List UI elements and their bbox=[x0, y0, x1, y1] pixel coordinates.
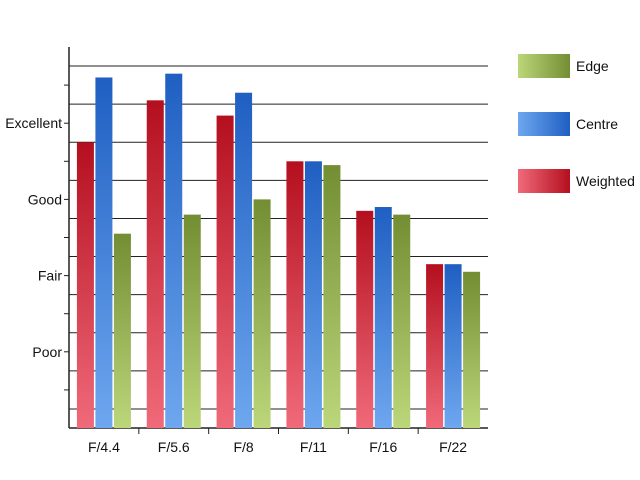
bar-centre-f-11 bbox=[304, 161, 322, 429]
bar-weighted-f-11 bbox=[286, 161, 304, 429]
bar-centre-f-8 bbox=[235, 92, 253, 428]
tick-labels: Poor Fair Good Excellent F/4.4 F/5.6 F/8 F/11 F/… bbox=[5, 115, 467, 455]
bar-weighted-f-16 bbox=[356, 210, 374, 428]
y-tick-label-poor: Poor bbox=[32, 344, 62, 360]
legend: Edge Centre Weighted bbox=[518, 54, 635, 193]
bar-weighted-f-4-4 bbox=[76, 142, 94, 428]
legend-label-centre: Centre bbox=[576, 116, 618, 132]
bar-centre-f-16 bbox=[374, 207, 392, 428]
bar-centre-f-4-4 bbox=[95, 77, 113, 428]
bar-edge-f-8 bbox=[253, 199, 271, 428]
bar-edge-f-22 bbox=[463, 271, 481, 428]
bar-edge-f-11 bbox=[323, 165, 341, 429]
bar-centre-f-5-6 bbox=[165, 73, 183, 429]
legend-swatch-edge bbox=[518, 54, 570, 78]
bars bbox=[76, 73, 481, 429]
legend-swatch-centre bbox=[518, 112, 570, 136]
x-tick-label-f-11: F/11 bbox=[300, 439, 327, 455]
grid-lines bbox=[69, 65, 488, 410]
legend-label-edge: Edge bbox=[576, 58, 609, 74]
x-tick-label-f-16: F/16 bbox=[369, 439, 397, 455]
axes bbox=[64, 47, 488, 434]
bar-edge-f-4-4 bbox=[113, 233, 131, 428]
y-tick-label-fair: Fair bbox=[38, 268, 62, 284]
x-tick-label-f-5-6: F/5.6 bbox=[158, 439, 190, 455]
y-tick-label-excellent: Excellent bbox=[5, 115, 62, 131]
bar-edge-f-5-6 bbox=[183, 214, 201, 428]
legend-label-weighted: Weighted bbox=[576, 173, 635, 189]
bar-edge-f-16 bbox=[393, 214, 411, 428]
bar-centre-f-22 bbox=[444, 264, 462, 428]
bar-weighted-f-22 bbox=[426, 264, 444, 428]
x-tick-label-f-8: F/8 bbox=[233, 439, 253, 455]
y-tick-label-good: Good bbox=[28, 191, 62, 207]
legend-swatch-weighted bbox=[518, 169, 570, 193]
x-tick-label-f-22: F/22 bbox=[439, 439, 467, 455]
x-tick-label-f-4-4: F/4.4 bbox=[88, 439, 120, 455]
bar-weighted-f-8 bbox=[216, 115, 234, 428]
bar-weighted-f-5-6 bbox=[146, 100, 164, 428]
